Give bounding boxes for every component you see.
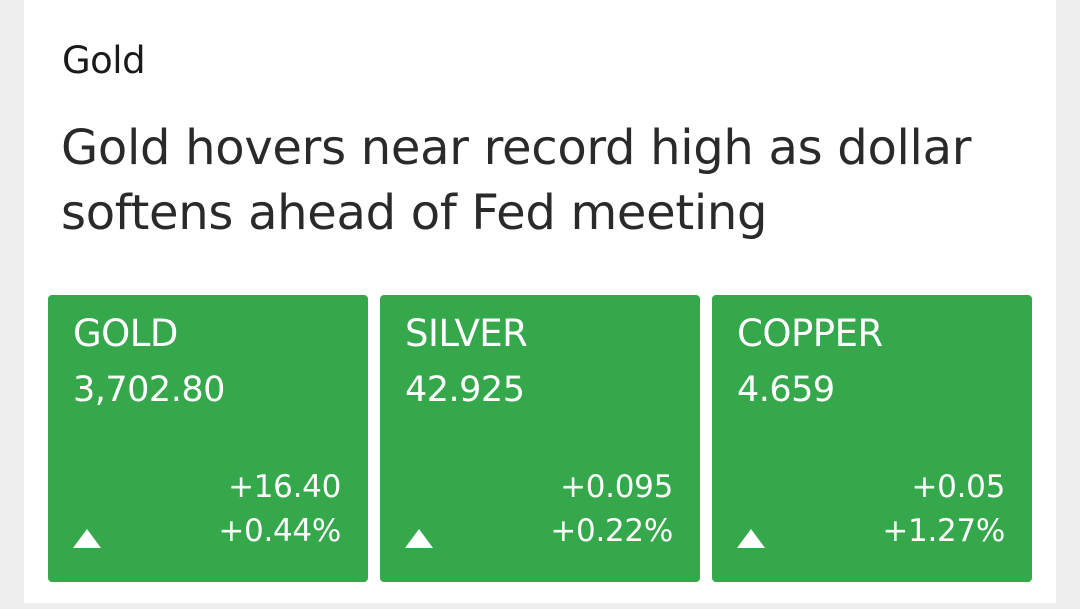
quote-change-group: +16.40 +0.44%	[218, 465, 341, 553]
quote-change-percent: +1.27%	[882, 513, 1005, 549]
quote-tile-silver[interactable]: SILVER 42.925 +0.095 +0.22%	[380, 295, 700, 582]
quote-change-group: +0.095 +0.22%	[550, 465, 673, 553]
category-label[interactable]: Gold	[62, 39, 146, 82]
quote-change: +0.095	[560, 469, 673, 505]
quote-change-percent: +0.44%	[218, 513, 341, 549]
quote-change-group: +0.05 +1.27%	[882, 465, 1005, 553]
article-card[interactable]: Gold Gold hovers near record high as dol…	[24, 0, 1056, 603]
article-headline[interactable]: Gold hovers near record high as dollar s…	[61, 120, 972, 241]
up-arrow-icon	[405, 529, 433, 548]
quote-tile-copper[interactable]: COPPER 4.659 +0.05 +1.27%	[712, 295, 1032, 582]
quote-name: SILVER	[405, 312, 528, 355]
up-arrow-icon	[737, 529, 765, 548]
quote-price: 3,702.80	[73, 370, 225, 410]
quote-tile-gold[interactable]: GOLD 3,702.80 +16.40 +0.44%	[48, 295, 368, 582]
quote-change: +0.05	[911, 469, 1006, 505]
quote-name: COPPER	[737, 312, 883, 355]
quote-change: +16.40	[228, 469, 341, 505]
quote-name: GOLD	[73, 312, 178, 355]
quote-change-percent: +0.22%	[550, 513, 673, 549]
up-arrow-icon	[73, 529, 101, 548]
quote-price: 42.925	[405, 370, 525, 410]
quote-price: 4.659	[737, 370, 835, 410]
